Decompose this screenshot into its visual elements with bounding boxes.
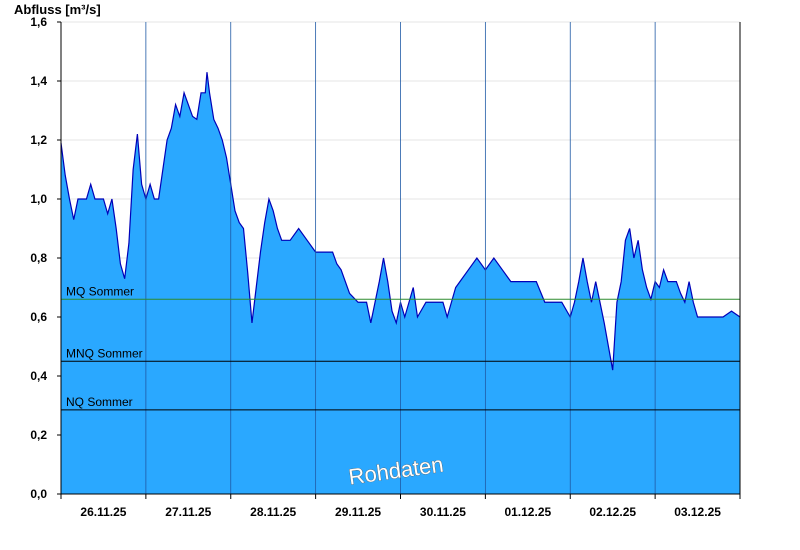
x-tick-label: 29.11.25	[335, 505, 381, 519]
y-axis-title: Abfluss [m³/s]	[14, 2, 101, 17]
y-tick-label: 1,4	[30, 74, 47, 88]
y-tick-label: 0,2	[30, 428, 47, 442]
axes: 0,0 0,2 0,4 0,6 0,8 1,0 1,2 1,4 1,6 26.11.25 27.11…	[30, 15, 741, 519]
y-tick-label: 1,2	[30, 133, 47, 147]
x-tick-label: 26.11.25	[80, 505, 126, 519]
y-tick-label: 1,6	[30, 15, 47, 29]
x-tick-label: 01.12.25	[504, 505, 551, 519]
y-tick-label: 0,4	[30, 369, 47, 383]
reference-line-label: MQ Sommer	[66, 284, 134, 298]
y-tick-label: 1,0	[30, 192, 47, 206]
discharge-line	[60, 72, 741, 371]
y-tick-label: 0,8	[30, 251, 47, 265]
reference-line-label: MNQ Sommer	[66, 346, 143, 360]
x-tick-label: 30.11.25	[420, 505, 466, 519]
reference-lines: MQ Sommer MNQ Sommer NQ Sommer	[61, 284, 740, 411]
discharge-area-series	[60, 22, 741, 495]
y-tick-label: 0,6	[30, 310, 47, 324]
x-tick-label: 03.12.25	[674, 505, 721, 519]
x-tick-label: 28.11.25	[250, 505, 296, 519]
x-tick-label: 27.11.25	[165, 505, 211, 519]
y-tick-label: 0,0	[30, 487, 47, 501]
x-tick-label: 02.12.25	[589, 505, 636, 519]
reference-line-label: NQ Sommer	[66, 395, 133, 409]
